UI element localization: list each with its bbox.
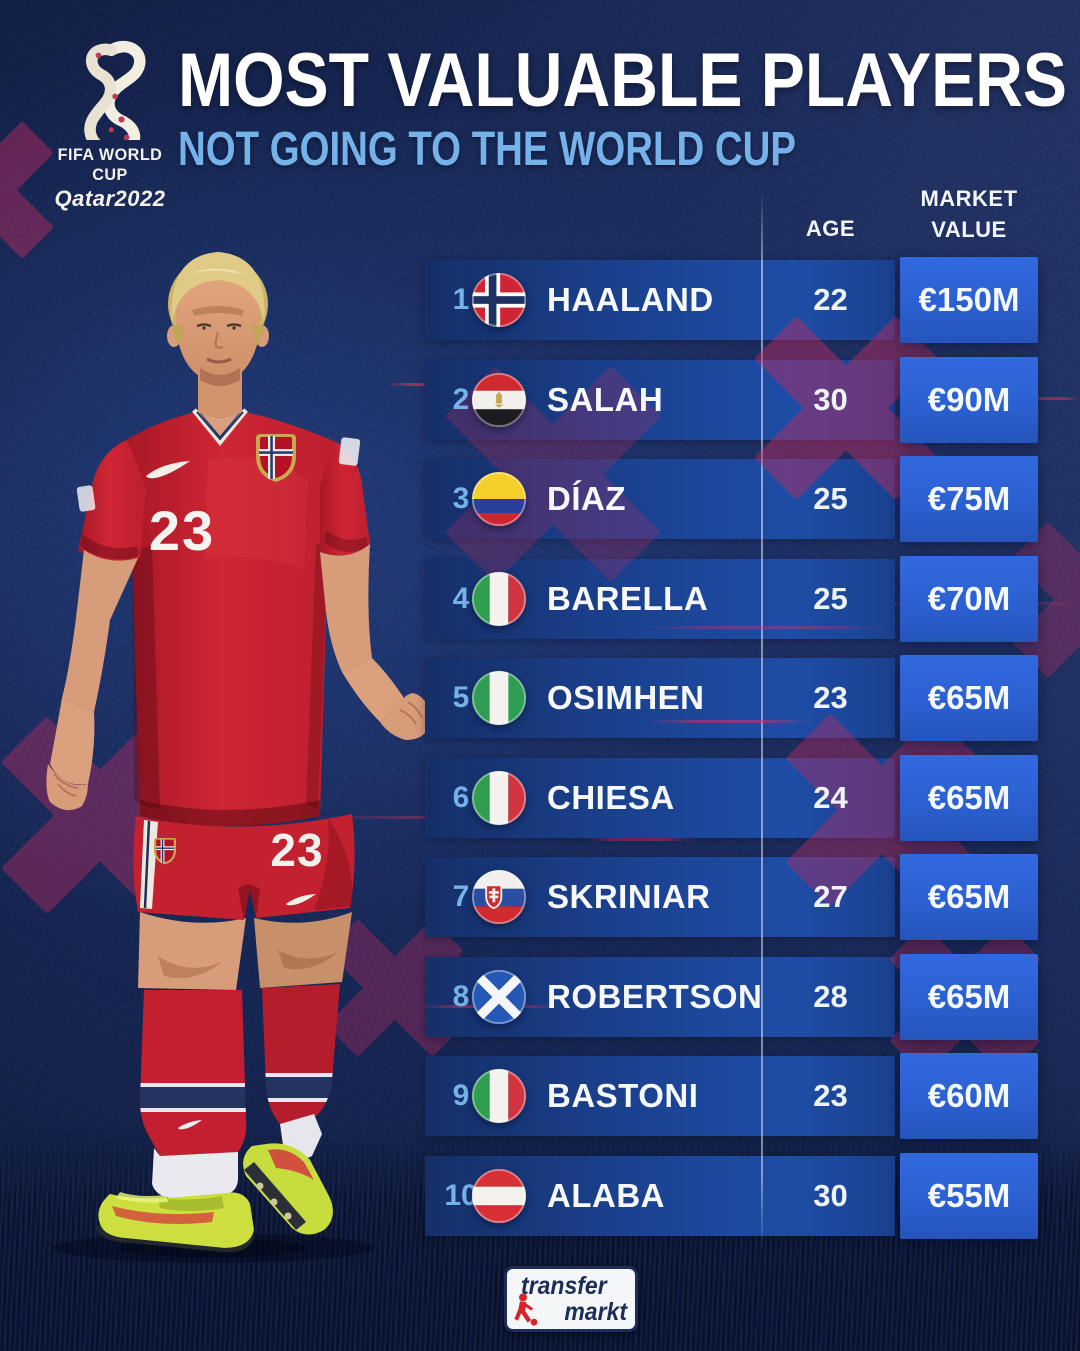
table-row: 4 BARELLA 25 €70M: [425, 556, 1080, 642]
player-name: ALABA: [547, 1177, 665, 1214]
market-value-badge: €60M: [900, 1053, 1038, 1139]
table-row: 6 CHIESA 24 €65M: [425, 755, 1080, 841]
player-photo-haaland: 23 23: [46, 252, 431, 1263]
player-name: ROBERTSON: [547, 978, 763, 1015]
austria-flag-icon: [471, 1168, 527, 1224]
red-line: [388, 383, 454, 386]
player-age: 30: [813, 1178, 848, 1213]
market-value-badge: €65M: [900, 755, 1038, 841]
player-age: 30: [813, 382, 848, 417]
scotland-flag-icon: [471, 969, 527, 1025]
italy-flag-icon: [471, 770, 527, 826]
player-age: 27: [813, 879, 848, 914]
table-row: 10 ALABA 30 €55M: [425, 1153, 1080, 1239]
table-row: 2 SALAH 30 €90M: [425, 357, 1080, 443]
rank-label: 6: [452, 781, 470, 814]
nigeria-flag-icon: [471, 670, 527, 726]
market-value-badge: €65M: [900, 954, 1038, 1040]
player-name: BARELLA: [547, 580, 709, 617]
market-value-badge: €70M: [900, 556, 1038, 642]
table-row: 5 OSIMHEN 23 €65M: [425, 655, 1080, 741]
rank-label: 4: [452, 582, 470, 615]
qatar-2022-text: Qatar2022: [54, 186, 166, 211]
player-name: DÍAZ: [547, 480, 626, 517]
kicker-figure-icon: [514, 1293, 538, 1326]
player-name: CHIESA: [547, 779, 675, 816]
page-title: MOST VALUABLE PLAYERS: [178, 38, 1068, 123]
player-name: HAALAND: [547, 281, 714, 318]
red-line: [1030, 397, 1080, 400]
player-age: 23: [813, 1078, 848, 1113]
player-age: 25: [813, 481, 848, 516]
transfermarkt-logo: transfer markt: [504, 1266, 638, 1332]
rank-label: 3: [452, 482, 470, 515]
brand-text: markt: [564, 1298, 627, 1326]
qatar-2022-emblem-icon: [84, 40, 146, 157]
table-row: 8 ROBERTSON 28 €65M: [425, 954, 1080, 1040]
colombia-flag-icon: [471, 471, 527, 527]
market-value-badge: €65M: [900, 655, 1038, 741]
red-line: [640, 626, 890, 629]
page-subtitle: NOT GOING TO THE WORLD CUP: [178, 122, 796, 176]
brand-text: transfer: [521, 1272, 607, 1300]
market-value-badge: €55M: [900, 1153, 1038, 1239]
svg-text:23: 23: [149, 499, 215, 562]
italy-flag-icon: [471, 571, 527, 627]
egypt-flag-icon: [471, 372, 527, 428]
italy-flag-icon: [471, 1068, 527, 1124]
rank-label: 5: [452, 681, 470, 714]
rank-label: 9: [452, 1079, 470, 1112]
rank-label: 8: [452, 980, 470, 1013]
table-row: 3 DÍAZ 25 €75M: [425, 456, 1080, 542]
player-age: 23: [813, 680, 848, 715]
slovakia-flag-icon: [471, 869, 527, 925]
player-age: 22: [813, 282, 848, 317]
market-value-badge: €75M: [900, 456, 1038, 542]
player-name: SKRINIAR: [547, 878, 711, 915]
player-age: 28: [813, 979, 848, 1014]
player-age: 24: [813, 780, 848, 815]
table-row: 1 HAALAND 22 €150M: [425, 257, 1080, 343]
table-header: AGE MARKET VALUE: [425, 178, 1080, 246]
header: MOST VALUABLE PLAYERS NOT GOING TO THE W…: [178, 42, 1080, 174]
rank-label: 2: [452, 383, 470, 416]
table-row: 9 BASTONI 23 €60M: [425, 1053, 1080, 1139]
player-name: BASTONI: [547, 1077, 699, 1114]
market-value-column-header: MARKET VALUE: [920, 185, 1018, 242]
table-row: 7 SKRINIAR 27 €65M: [425, 854, 1080, 940]
market-value-badge: €65M: [900, 854, 1038, 940]
player-name: OSIMHEN: [547, 679, 705, 716]
red-line: [585, 838, 697, 841]
rank-label: 7: [452, 880, 470, 913]
red-line: [648, 720, 813, 723]
rank-label: 10: [444, 1179, 478, 1212]
rank-label: 1: [452, 283, 470, 316]
fifa-logo-text: FIFA WORLD CUP: [57, 145, 163, 184]
svg-text:23: 23: [270, 824, 323, 876]
norway-flag-icon: [471, 272, 527, 328]
market-value-badge: €150M: [900, 257, 1038, 343]
player-name: SALAH: [547, 381, 664, 418]
fifa-world-cup-logo: FIFA WORLD CUP Qatar2022: [42, 40, 178, 212]
age-column-header: AGE: [805, 216, 856, 241]
player-age: 25: [813, 581, 848, 616]
market-value-badge: €90M: [900, 357, 1038, 443]
